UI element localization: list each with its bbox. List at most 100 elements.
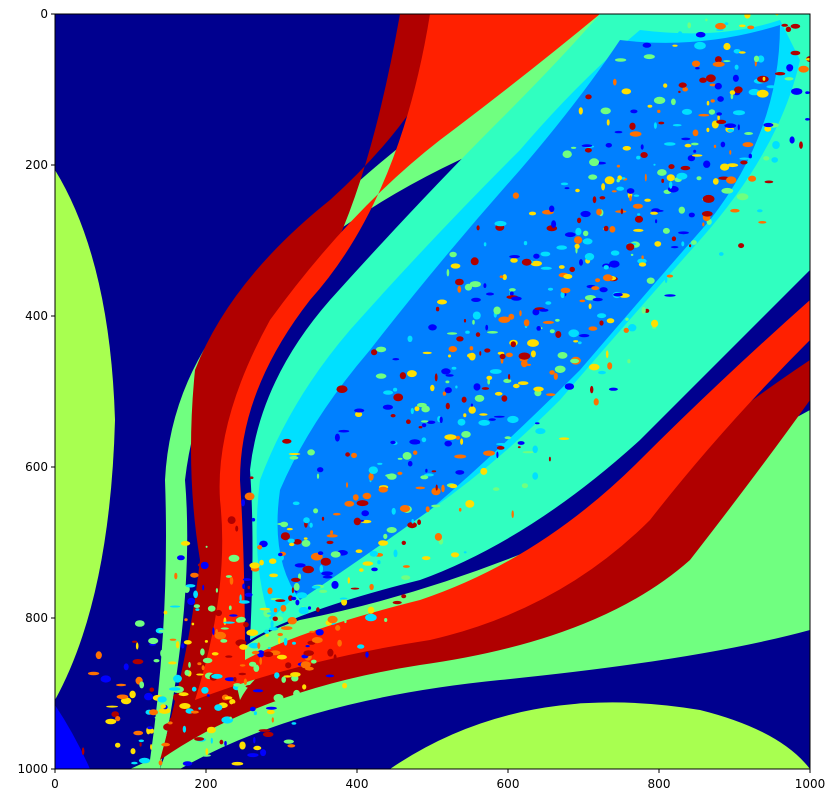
fractal-speck	[621, 88, 632, 95]
fractal-speck	[248, 642, 261, 649]
fractal-speck	[341, 598, 348, 606]
fractal-speck	[368, 472, 374, 481]
fractal-speck	[465, 330, 470, 334]
fractal-speck	[468, 406, 476, 414]
fractal-speck	[473, 383, 481, 391]
fractal-speck	[235, 617, 243, 623]
fractal-speck	[791, 88, 803, 95]
fractal-speck	[505, 352, 513, 358]
fractal-speck	[100, 675, 112, 683]
fractal-speck	[275, 599, 286, 602]
fractal-speck	[757, 55, 765, 63]
fractal-speck	[688, 212, 695, 218]
fractal-speck	[630, 253, 634, 256]
fractal-speck	[105, 718, 117, 725]
fractal-speck	[434, 373, 438, 382]
fractal-speck	[368, 466, 378, 475]
fractal-speck	[269, 573, 278, 578]
fractal-speck	[449, 483, 458, 489]
fractal-speck	[601, 183, 605, 191]
fractal-speck	[517, 441, 525, 445]
fractal-speck	[211, 673, 223, 679]
fractal-speck	[517, 446, 521, 449]
fractal-speck	[154, 716, 160, 719]
fractal-speck	[643, 54, 655, 60]
fractal-speck	[228, 554, 240, 562]
fractal-speck	[260, 749, 267, 757]
fractal-speck	[184, 618, 188, 622]
fractal-speck	[439, 416, 443, 423]
fractal-speck	[465, 500, 475, 508]
fractal-speck	[238, 672, 247, 676]
x-axis-ticks: 0 200 400 600 800 1000	[51, 769, 825, 791]
fractal-speck	[111, 711, 119, 718]
fractal-speck	[242, 583, 246, 590]
fractal-speck	[233, 683, 242, 687]
fractal-speck	[317, 467, 324, 473]
fractal-speck	[641, 255, 644, 260]
fractal-speck	[238, 600, 250, 604]
fractal-speck	[653, 163, 656, 166]
fractal-speck	[259, 657, 263, 665]
fractal-speck	[723, 42, 731, 51]
fractal-speck	[562, 150, 572, 158]
fractal-speck	[507, 415, 519, 424]
fractal-speck	[180, 541, 191, 546]
fractal-speck	[421, 420, 429, 423]
fractal-speck	[214, 704, 223, 711]
fractal-speck	[605, 143, 612, 148]
fractal-speck	[445, 380, 450, 384]
fractal-speck	[765, 5, 771, 10]
fractal-speck	[678, 82, 687, 88]
fractal-speck	[692, 154, 703, 157]
fractal-speck	[774, 72, 786, 76]
fractal-speck	[627, 359, 631, 364]
fractal-speck	[657, 169, 667, 176]
fractal-speck	[508, 313, 515, 320]
fractal-speck	[706, 100, 710, 106]
fractal-speck	[533, 253, 540, 259]
fractal-speck	[535, 428, 546, 435]
fractal-speck	[196, 673, 204, 676]
fractal-speck	[655, 219, 658, 224]
fractal-speck	[553, 372, 558, 380]
fractal-speck	[742, 142, 754, 148]
fractal-speck	[689, 244, 692, 248]
fractal-speck	[371, 567, 378, 572]
fractal-speck	[183, 585, 190, 593]
fractal-speck	[210, 737, 213, 744]
fractal-speck	[421, 423, 427, 428]
fractal-speck	[292, 641, 296, 645]
fractal-speck	[239, 644, 248, 650]
fractal-speck	[592, 297, 603, 302]
fractal-speck	[327, 615, 338, 624]
fractal-speck	[289, 542, 295, 547]
fractal-speck	[81, 747, 85, 755]
fractal-speck	[764, 180, 774, 184]
fractal-speck	[138, 757, 151, 764]
fractal-speck	[139, 742, 142, 747]
fractal-speck	[382, 404, 393, 410]
fractal-speck	[629, 122, 636, 130]
fractal-speck	[407, 460, 413, 467]
fractal-speck	[799, 141, 803, 149]
fractal-speck	[163, 723, 174, 731]
x-tick-label: 0	[51, 777, 59, 791]
fractal-speck	[201, 665, 205, 671]
fractal-speck	[450, 552, 460, 558]
fractal-speck	[303, 517, 310, 524]
fractal-speck	[344, 619, 347, 624]
fractal-speck	[276, 654, 287, 660]
fractal-speck	[598, 370, 606, 375]
fractal-speck	[309, 630, 316, 633]
fractal-speck	[351, 452, 357, 459]
x-tick-label: 200	[195, 777, 218, 791]
fractal-speck	[716, 112, 722, 116]
fractal-speck	[129, 690, 136, 699]
fractal-speck	[458, 507, 462, 512]
fractal-speck	[461, 396, 467, 403]
fractal-speck	[757, 209, 763, 213]
fractal-speck	[393, 393, 404, 402]
fractal-speck	[417, 519, 421, 525]
fractal-speck	[456, 336, 464, 342]
